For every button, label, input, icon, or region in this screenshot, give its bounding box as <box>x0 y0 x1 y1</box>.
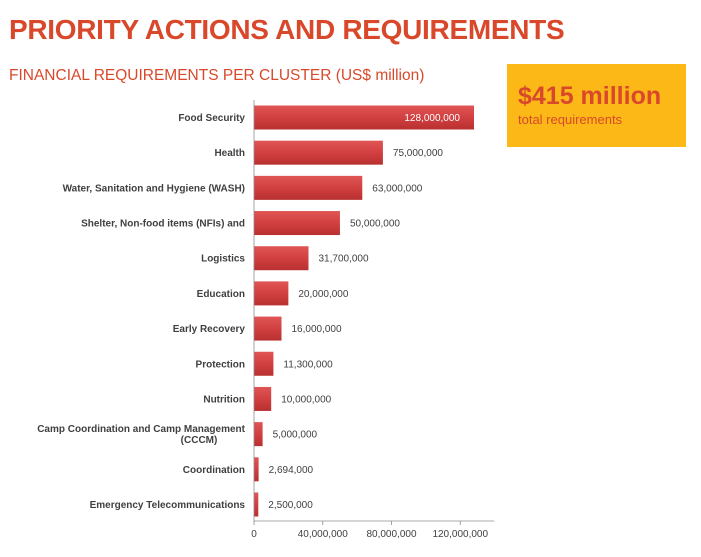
bar <box>254 386 272 411</box>
category-label: Early Recovery <box>173 324 246 335</box>
category-label: Education <box>197 289 245 300</box>
bar <box>254 316 282 341</box>
value-label: 2,500,000 <box>268 500 313 511</box>
value-label: 20,000,000 <box>298 289 348 300</box>
category-label: Protection <box>196 359 245 370</box>
value-label: 2,694,000 <box>269 465 314 476</box>
value-label: 31,700,000 <box>318 254 368 265</box>
x-tick-label: 0 <box>251 529 257 540</box>
category-label: Water, Sanitation and Hygiene (WASH) <box>63 183 245 194</box>
bar <box>254 492 259 517</box>
total-amount: $415 million <box>518 82 662 110</box>
value-label: 5,000,000 <box>273 430 318 441</box>
bar <box>254 211 340 236</box>
x-tick-label: 120,000,000 <box>432 529 488 540</box>
category-label: (CCCM) <box>181 435 218 446</box>
category-label: Health <box>214 148 245 159</box>
bar <box>254 105 474 130</box>
value-label: 11,300,000 <box>283 359 333 370</box>
bar <box>254 175 363 200</box>
category-label: Shelter, Non-food items (NFIs) and <box>81 219 245 230</box>
chart-subtitle: FINANCIAL REQUIREMENTS PER CLUSTER (US$ … <box>9 67 425 84</box>
value-label: 16,000,000 <box>292 324 342 335</box>
bar <box>254 422 263 447</box>
value-label: 128,000,000 <box>404 113 460 124</box>
total-label: total requirements <box>518 112 623 127</box>
x-tick-label: 40,000,000 <box>298 529 348 540</box>
category-label: Logistics <box>201 254 245 265</box>
bar <box>254 246 309 271</box>
bar <box>254 351 274 376</box>
value-label: 75,000,000 <box>393 148 443 159</box>
bar <box>254 457 259 482</box>
category-label: Emergency Telecommunications <box>90 500 246 511</box>
category-label: Food Security <box>178 113 245 124</box>
category-label: Camp Coordination and Camp Management <box>37 424 245 435</box>
x-tick-label: 80,000,000 <box>366 529 416 540</box>
total-requirements-box: $415 million total requirements <box>507 64 686 147</box>
page-title: PRIORITY ACTIONS AND REQUIREMENTS <box>9 14 565 45</box>
value-label: 50,000,000 <box>350 219 400 230</box>
value-label: 10,000,000 <box>281 394 331 405</box>
category-label: Nutrition <box>203 394 245 405</box>
bar <box>254 140 383 165</box>
bar <box>254 281 289 306</box>
category-label: Coordination <box>183 465 245 476</box>
value-label: 63,000,000 <box>372 183 422 194</box>
